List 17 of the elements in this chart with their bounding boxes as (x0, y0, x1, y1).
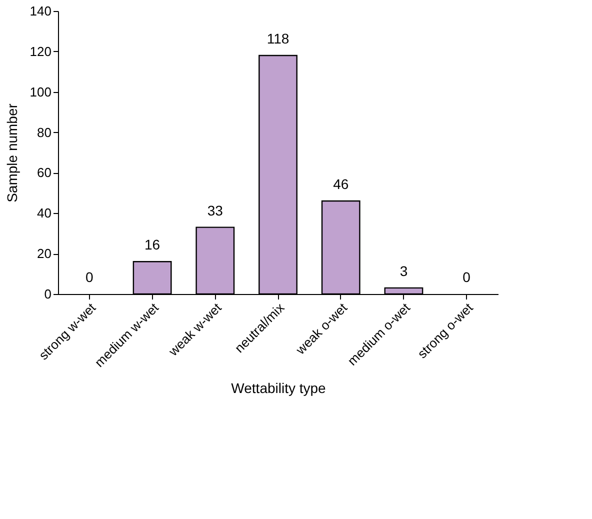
x-axis-title: Wettability type (231, 380, 326, 396)
y-tick-label: 40 (37, 206, 52, 221)
data-label: 0 (86, 269, 94, 285)
data-label: 0 (462, 269, 471, 285)
y-tick-label: 80 (37, 124, 52, 140)
y-tick-label: 0 (44, 286, 52, 302)
y-tick-label: 60 (37, 165, 52, 180)
data-label: 33 (207, 202, 224, 218)
data-label: 3 (400, 262, 408, 279)
y-tick-label: 20 (37, 246, 52, 262)
y-tick-label: 140 (30, 4, 52, 18)
y-tick-label: 120 (30, 44, 52, 59)
data-label: 46 (333, 176, 349, 192)
data-label: 16 (144, 236, 160, 253)
y-tick-label: 100 (30, 84, 52, 100)
data-label: 118 (266, 30, 290, 46)
y-axis-title: Sample number (4, 103, 20, 202)
